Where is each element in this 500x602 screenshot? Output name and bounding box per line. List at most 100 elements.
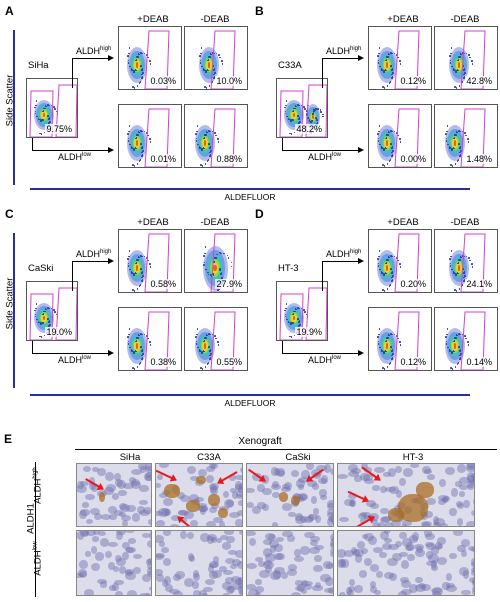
- nucleus: [118, 490, 127, 496]
- nucleus: [221, 542, 231, 550]
- aldh-high-label: ALDHhigh: [326, 249, 362, 259]
- density-layer: [385, 62, 389, 68]
- event-dot: [378, 250, 381, 253]
- nucleus: [130, 478, 140, 486]
- nucleus: [238, 486, 242, 493]
- event-dot: [463, 280, 465, 283]
- nucleus: [264, 559, 272, 566]
- nucleus: [143, 473, 151, 481]
- aldh1-stain: [279, 492, 288, 502]
- event-dot: [48, 325, 50, 327]
- header-plus-deab: +DEAB: [387, 14, 419, 25]
- nucleus: [330, 539, 333, 547]
- event-dot: [141, 154, 144, 157]
- event-dot: [454, 86, 456, 88]
- event-dot: [138, 81, 141, 84]
- nucleus: [234, 474, 242, 480]
- event-dot: [298, 121, 301, 123]
- event-dot: [378, 268, 381, 271]
- nucleus: [255, 557, 264, 563]
- ihc-image-low-siha: [76, 530, 152, 596]
- gate-outline: [29, 90, 54, 137]
- event-dot: [457, 362, 460, 365]
- event-dot: [34, 112, 37, 115]
- plot-high-plus-deab: 0.20%: [368, 229, 432, 293]
- event-dot: [284, 112, 287, 115]
- event-dot: [206, 131, 208, 134]
- event-dot: [44, 308, 47, 310]
- event-dot: [213, 72, 216, 75]
- nucleus: [158, 464, 169, 469]
- event-dot: [388, 284, 391, 287]
- gate-polygon: [279, 90, 304, 137]
- event-dot: [385, 59, 388, 61]
- gate-percentage: 0.55%: [215, 357, 243, 367]
- density-layer: [453, 343, 457, 349]
- nucleus: [456, 502, 465, 510]
- event-dot: [133, 273, 135, 275]
- nucleus: [310, 535, 320, 543]
- event-dot: [456, 334, 458, 337]
- nucleus: [212, 517, 224, 524]
- event-dot: [48, 321, 50, 323]
- nucleus: [425, 551, 433, 559]
- nucleus: [361, 534, 368, 540]
- event-dot: [141, 350, 143, 352]
- event-dot: [459, 358, 461, 361]
- nucleus: [142, 574, 151, 583]
- nucleus: [372, 523, 381, 526]
- event-dot: [303, 309, 305, 311]
- nucleus: [330, 542, 333, 550]
- event-dot: [377, 54, 379, 57]
- nucleus: [369, 586, 378, 593]
- event-dot: [127, 343, 130, 345]
- aldh-high-label: ALDHhigh: [76, 46, 112, 56]
- event-dot: [460, 256, 462, 259]
- event-dot: [230, 265, 233, 268]
- nucleus: [170, 524, 179, 526]
- event-dot: [215, 134, 217, 137]
- event-dot: [137, 256, 140, 259]
- nucleus: [156, 474, 163, 480]
- nucleus: [309, 547, 320, 555]
- nucleus: [235, 549, 242, 558]
- gate-outline: [394, 311, 420, 370]
- event-dot: [383, 368, 386, 370]
- event-dot: [205, 334, 208, 337]
- nucleus: [225, 577, 235, 584]
- nucleus: [445, 583, 456, 589]
- nucleus: [311, 483, 320, 490]
- event-dot: [451, 165, 454, 167]
- nucleus: [94, 552, 105, 561]
- event-dot: [388, 159, 391, 162]
- event-dot: [47, 307, 49, 309]
- nucleus: [139, 466, 147, 474]
- nucleus: [139, 510, 150, 516]
- nucleus: [118, 565, 127, 574]
- nucleus: [364, 558, 372, 566]
- event-dot: [383, 273, 385, 276]
- event-dot: [209, 350, 211, 352]
- event-dot: [223, 252, 226, 255]
- event-dot: [206, 69, 209, 71]
- event-dot: [141, 52, 143, 55]
- event-dot: [209, 130, 211, 133]
- nucleus: [469, 577, 474, 584]
- nucleus: [215, 537, 223, 543]
- nucleus: [354, 553, 363, 563]
- event-dot: [139, 159, 142, 162]
- column-header-ht3: HT-3: [402, 452, 424, 463]
- aldh1-stain: [196, 476, 206, 484]
- nucleus: [384, 571, 394, 579]
- event-dot: [453, 69, 455, 72]
- event-dot: [127, 262, 130, 265]
- nucleus: [223, 499, 234, 509]
- aldh-low-label: ALDHlow: [308, 355, 342, 365]
- aldh1-stain: [416, 482, 434, 498]
- event-dot: [459, 145, 462, 148]
- event-dot: [211, 333, 214, 336]
- nucleus: [156, 553, 165, 560]
- nucleus: [297, 524, 305, 526]
- nucleus: [376, 570, 384, 579]
- nucleus: [235, 481, 242, 490]
